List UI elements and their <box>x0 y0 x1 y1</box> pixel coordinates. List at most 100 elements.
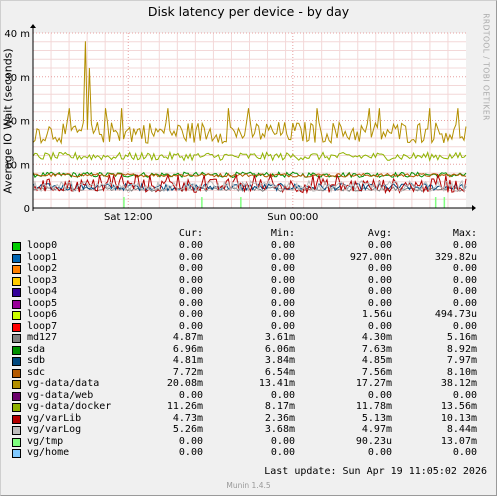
legend-row: loop0 0.00 0.00 0.00 0.00 <box>0 240 497 252</box>
legend-series-name: sdb <box>27 355 46 366</box>
legend-header-min: Min: <box>270 228 295 239</box>
legend-swatch <box>12 265 21 274</box>
legend-value-cur: 0.00 <box>178 435 203 447</box>
legend-value-max: 38.12m <box>440 378 477 389</box>
legend-value-min: 0.00 <box>270 435 295 447</box>
legend-swatch <box>12 253 21 263</box>
legend-value-avg: 0.00 <box>367 240 392 251</box>
legend-swatch <box>12 391 21 401</box>
legend-swatch <box>12 311 21 320</box>
x-tick-label: Sat 12:00 <box>104 212 152 223</box>
legend-row: loop6 0.00 0.00 1.56u 494.73u <box>0 309 497 321</box>
legend-value-avg: 0.00 <box>367 447 392 458</box>
legend-value-max: 494.73u <box>434 309 477 320</box>
legend-value-cur: 4.87m <box>172 332 203 343</box>
legend-value-cur: 0.00 <box>178 447 203 458</box>
munin-version: Munin 1.4.5 <box>226 481 271 490</box>
legend-value-cur: 4.73m <box>172 412 203 424</box>
legend-value-min: 3.61m <box>264 332 295 343</box>
legend-value-max: 0.00 <box>452 240 477 251</box>
y-tick-label: 10 m <box>4 160 30 171</box>
legend-series-name: loop0 <box>27 240 58 251</box>
legend-value-avg: 4.85m <box>361 355 392 366</box>
legend-row: sdb 4.81m 3.84m 4.85m 7.97m <box>0 355 497 367</box>
legend-swatch <box>12 449 21 458</box>
legend-value-min: 0.00 <box>270 251 295 263</box>
legend-value-avg: 0.00 <box>367 389 392 401</box>
legend-value-min: 13.41m <box>258 378 295 389</box>
legend-row: sda 6.96m 6.06m 7.63m 8.92m <box>0 344 497 356</box>
legend-value-cur: 0.00 <box>178 251 203 263</box>
legend-swatch <box>12 299 21 309</box>
series-line-sdc <box>32 172 467 178</box>
legend-value-max: 10.13m <box>440 412 477 424</box>
legend-swatch <box>12 345 21 355</box>
y-axis-arrow <box>30 24 36 28</box>
series-line-vg-varlog <box>32 179 467 193</box>
legend-swatch <box>12 242 21 251</box>
legend-value-min: 0.00 <box>270 240 295 251</box>
legend-value-max: 0.00 <box>452 389 477 401</box>
legend-series-name: loop2 <box>27 263 58 274</box>
legend-value-cur: 0.00 <box>178 297 203 309</box>
legend-value-max: 0.00 <box>452 320 477 332</box>
legend-series-name: sdc <box>27 366 46 378</box>
legend-value-max: 13.07m <box>440 435 477 447</box>
legend-row: loop4 0.00 0.00 0.00 0.00 <box>0 286 497 298</box>
legend-swatch <box>12 414 21 424</box>
legend-value-avg: 927.00n <box>349 251 392 263</box>
legend-swatch <box>12 276 21 286</box>
legend-value-cur: 0.00 <box>178 286 203 297</box>
legend-row: loop2 0.00 0.00 0.00 0.00 <box>0 263 497 275</box>
legend-series-name: loop1 <box>27 251 58 263</box>
series-line-vg-data-data <box>32 41 467 145</box>
legend-row: md127 4.87m 3.61m 4.30m 5.16m <box>0 332 497 344</box>
legend-series-name: loop4 <box>27 286 58 297</box>
legend-row: loop7 0.00 0.00 0.00 0.00 <box>0 321 497 333</box>
legend-value-avg: 11.78m <box>355 401 392 412</box>
legend-row: vg/tmp 0.00 0.00 90.23u 13.07m <box>0 436 497 448</box>
legend-value-max: 0.00 <box>452 274 477 286</box>
legend-row: vg-data/data 20.08m 13.41m 17.27m 38.12m <box>0 378 497 390</box>
legend-value-avg: 4.97m <box>361 424 392 435</box>
legend-value-min: 2.36m <box>264 412 295 424</box>
legend-swatch <box>12 437 21 447</box>
legend-value-max: 0.00 <box>452 263 477 274</box>
legend-swatch <box>12 334 21 343</box>
legend-value-avg: 0.00 <box>367 274 392 286</box>
legend-value-min: 0.00 <box>270 309 295 320</box>
legend-value-max: 8.92m <box>446 343 477 355</box>
legend-header-row: Cur: Min: Avg: Max: <box>0 228 497 240</box>
legend-series-name: loop6 <box>27 309 58 320</box>
legend-value-avg: 17.27m <box>355 378 392 389</box>
legend-value-avg: 4.30m <box>361 332 392 343</box>
legend-value-max: 8.10m <box>446 366 477 378</box>
legend-value-min: 3.84m <box>264 355 295 366</box>
legend-value-avg: 7.56m <box>361 366 392 378</box>
legend-value-cur: 5.26m <box>172 424 203 435</box>
legend-value-avg: 0.00 <box>367 320 392 332</box>
legend-value-max: 8.44m <box>446 424 477 435</box>
legend-value-max: 13.56m <box>440 401 477 412</box>
y-tick-label: 40 m <box>4 29 30 40</box>
legend-swatch <box>12 368 21 378</box>
legend-value-cur: 11.26m <box>166 401 203 412</box>
legend-value-min: 0.00 <box>270 274 295 286</box>
legend-value-min: 0.00 <box>270 263 295 274</box>
legend-value-avg: 7.63m <box>361 343 392 355</box>
legend-value-avg: 0.00 <box>367 297 392 309</box>
legend-row: vg/varLib 4.73m 2.36m 5.13m 10.13m <box>0 413 497 425</box>
legend-value-min: 6.06m <box>264 343 295 355</box>
legend-value-avg: 90.23u <box>355 435 392 447</box>
legend-value-min: 0.00 <box>270 286 295 297</box>
legend-swatch <box>12 380 21 389</box>
legend-row: vg/varLog 5.26m 3.68m 4.97m 8.44m <box>0 424 497 436</box>
legend-series-name: sda <box>27 343 46 355</box>
plot-area: 0 10 m 20 m 30 m 40 m Sat 12:00 Sun 00:00 <box>4 24 476 223</box>
legend-swatch <box>12 426 21 435</box>
y-tick-label: 20 m <box>4 117 30 128</box>
legend-value-max: 0.00 <box>452 447 477 458</box>
legend-series-name: loop3 <box>27 274 58 286</box>
legend-swatch <box>12 403 21 412</box>
x-axis-arrow <box>472 205 476 211</box>
